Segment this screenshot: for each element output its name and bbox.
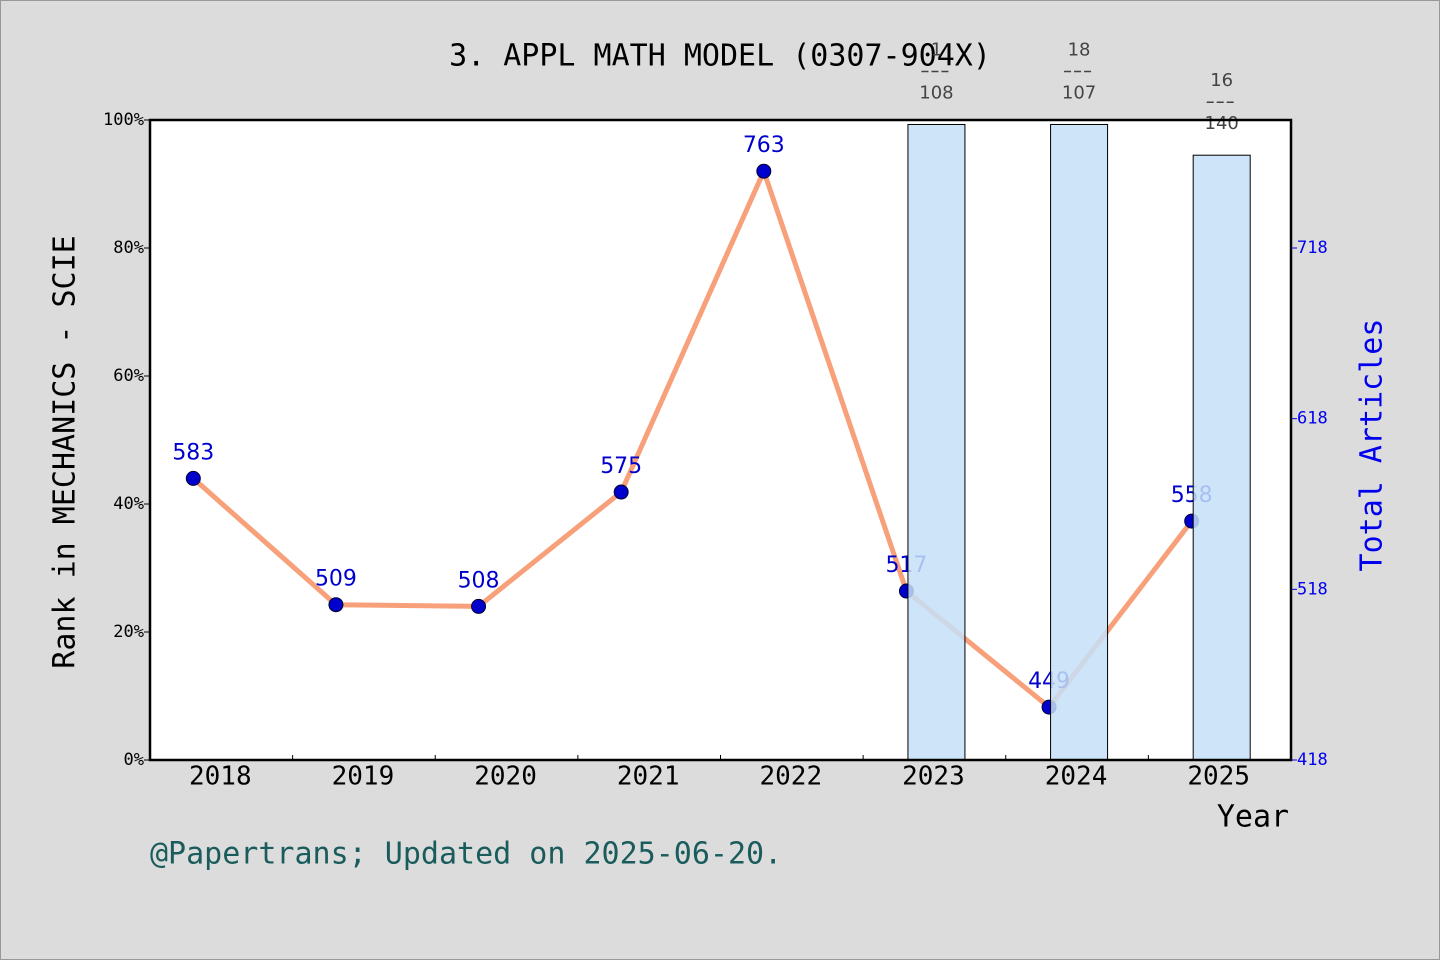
data-label: 583 bbox=[172, 440, 214, 465]
x-tick-label: 2021 bbox=[617, 762, 680, 792]
marker bbox=[328, 597, 344, 613]
y-tick-label: 80% bbox=[113, 238, 144, 258]
marker bbox=[613, 484, 629, 500]
y2-tick-label: 718 bbox=[1297, 238, 1328, 258]
bar-label-top: 1 bbox=[931, 39, 942, 60]
x-tick-label: 2023 bbox=[902, 762, 965, 792]
y2-tick-label: 418 bbox=[1297, 750, 1328, 770]
y2-tick-label: 518 bbox=[1297, 579, 1328, 599]
data-label: 509 bbox=[315, 567, 357, 592]
data-label: 575 bbox=[600, 454, 642, 479]
y2-tick-label: 618 bbox=[1297, 409, 1328, 429]
marker bbox=[185, 470, 201, 486]
bar-label-bottom: 107 bbox=[1062, 82, 1096, 103]
y-tick-label: 0% bbox=[124, 750, 144, 770]
y2-axis-label: Total Articles bbox=[1355, 319, 1390, 572]
x-axis-label: Year bbox=[1217, 800, 1289, 835]
x-tick-label: 2022 bbox=[760, 762, 823, 792]
bar-label-top: 18 bbox=[1068, 39, 1091, 60]
plot-frame bbox=[148, 118, 1293, 762]
y-tick-label: 40% bbox=[113, 494, 144, 514]
marker bbox=[471, 598, 487, 614]
data-label: 763 bbox=[743, 133, 785, 158]
y-axis-label: Rank in MECHANICS - SCIE bbox=[48, 235, 83, 668]
data-label: 508 bbox=[458, 568, 500, 593]
bar bbox=[907, 123, 966, 761]
bar-label-top: 16 bbox=[1210, 70, 1233, 91]
y-tick-label: 60% bbox=[113, 366, 144, 386]
x-tick-label: 2019 bbox=[332, 762, 395, 792]
x-tick-label: 2018 bbox=[189, 762, 252, 792]
chart-title: 3. APPL MATH MODEL (0307-904X) bbox=[449, 39, 991, 74]
bar-label-bottom: 140 bbox=[1205, 113, 1239, 134]
x-tick-label: 2024 bbox=[1045, 762, 1108, 792]
line bbox=[191, 168, 1194, 710]
marker bbox=[756, 163, 772, 179]
bar bbox=[1192, 154, 1251, 761]
x-tick-label: 2020 bbox=[474, 762, 537, 792]
y-tick-label: 20% bbox=[113, 622, 144, 642]
bar bbox=[1050, 123, 1109, 761]
footer: @Papertrans; Updated on 2025-06-20. bbox=[150, 837, 782, 872]
plot-area bbox=[150, 120, 1291, 760]
x-tick-label: 2025 bbox=[1187, 762, 1250, 792]
bar-label-bottom: 108 bbox=[919, 82, 953, 103]
y-tick-label: 100% bbox=[103, 110, 144, 130]
